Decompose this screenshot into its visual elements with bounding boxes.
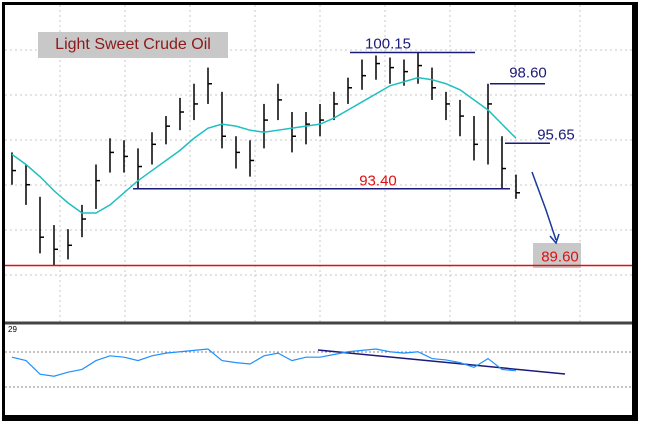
level-label: 98.60 [509, 65, 547, 82]
level-label: 93.40 [359, 173, 397, 190]
rsi-line [11, 348, 517, 377]
arrow [531, 171, 560, 245]
plot-background [5, 5, 632, 415]
rsi-trendline [317, 349, 566, 375]
title-box [38, 32, 228, 58]
level-label: 95.65 [537, 126, 575, 143]
level-label: 100.15 [365, 35, 411, 52]
moving-average [11, 76, 517, 214]
chart-title: Light Sweet Crude Oil [55, 36, 211, 53]
target-box [533, 243, 581, 268]
rsi-guides [5, 351, 632, 388]
rsi-label: 29 [8, 325, 17, 334]
level-label: 89.60 [541, 248, 579, 265]
